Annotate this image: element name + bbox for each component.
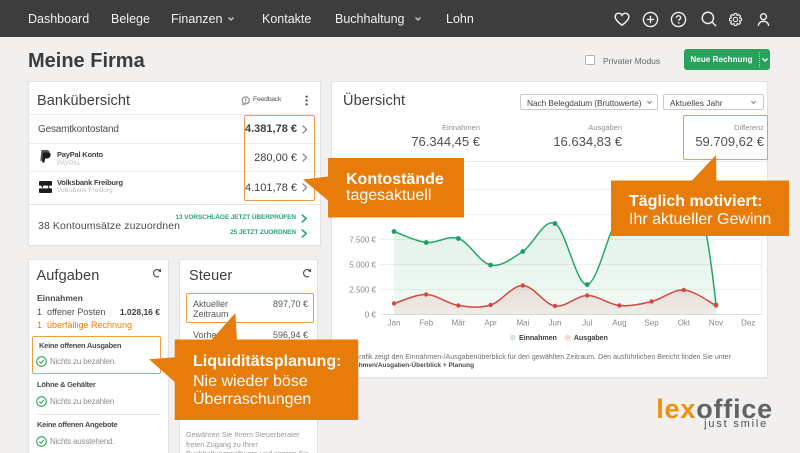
- svg-text:Nov: Nov: [709, 319, 723, 328]
- svg-text:Ausgaben: Ausgaben: [574, 333, 608, 342]
- svg-text:7.500 €: 7.500 €: [349, 236, 376, 245]
- svg-text:2.500 €: 2.500 €: [349, 286, 376, 295]
- svg-text:Aug: Aug: [612, 319, 626, 328]
- svg-text:Sep: Sep: [644, 319, 659, 328]
- svg-text:Apr: Apr: [484, 319, 497, 328]
- svg-text:Mai: Mai: [516, 319, 529, 328]
- svg-text:5.000 €: 5.000 €: [349, 261, 376, 270]
- svg-text:Mär: Mär: [452, 319, 466, 328]
- svg-text:Dez: Dez: [741, 319, 755, 328]
- svg-text:Einnahmen: Einnahmen: [519, 333, 557, 342]
- svg-text:Jun: Jun: [549, 319, 562, 328]
- svg-text:Jan: Jan: [388, 319, 401, 328]
- svg-text:Jul: Jul: [582, 319, 592, 328]
- svg-text:Feb: Feb: [419, 319, 433, 328]
- svg-text:Okt: Okt: [678, 319, 691, 328]
- svg-text:0 €: 0 €: [365, 311, 377, 320]
